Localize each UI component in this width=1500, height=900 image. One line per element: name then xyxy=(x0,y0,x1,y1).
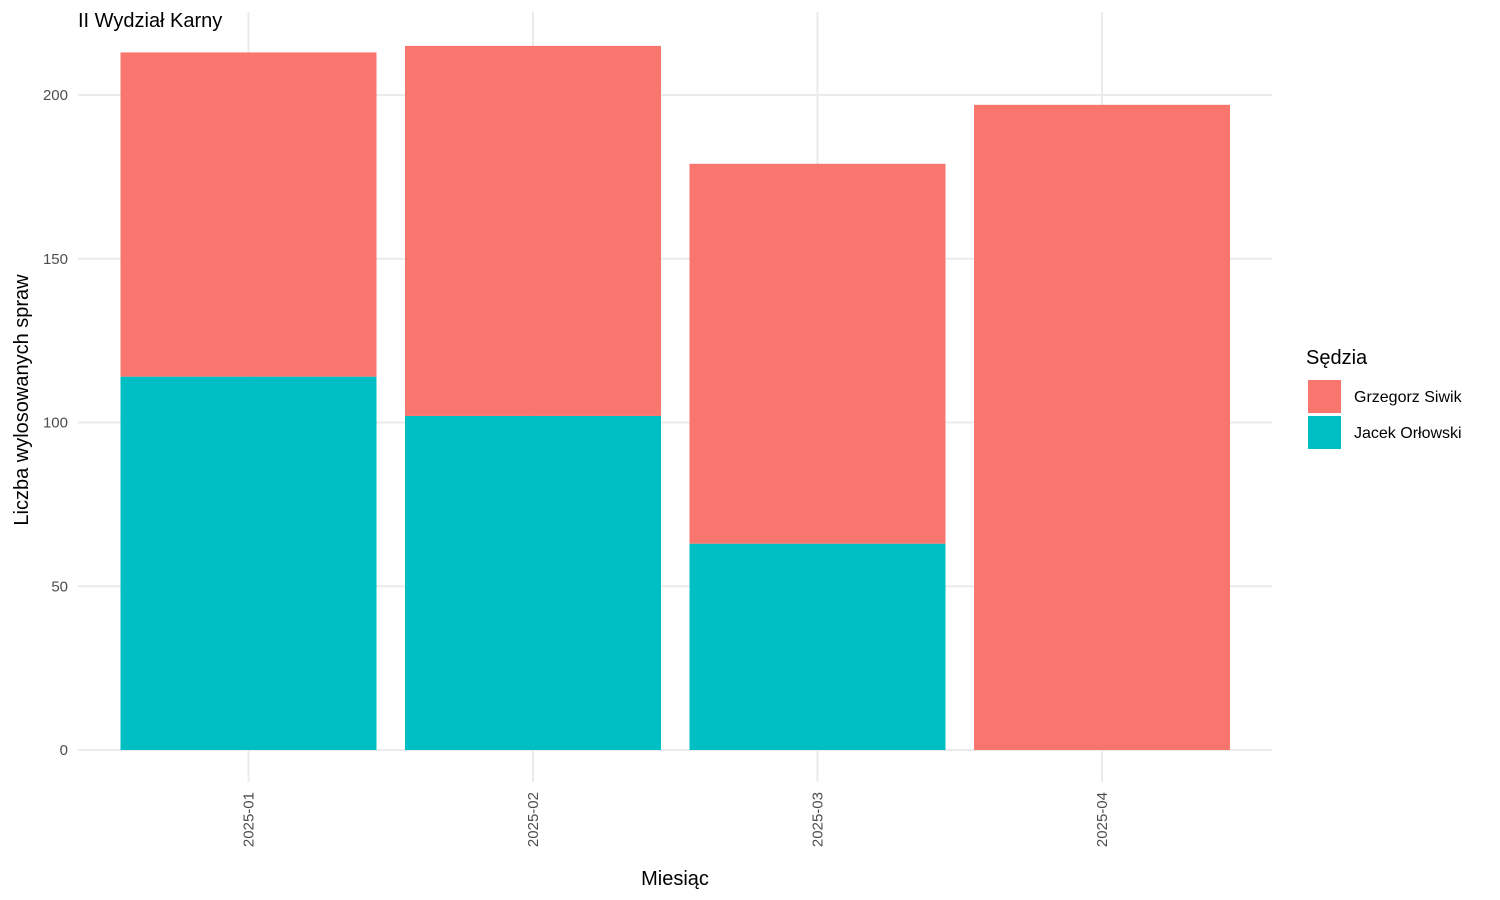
legend-label: Jacek Orłowski xyxy=(1354,425,1462,442)
legend-title: Sędzia xyxy=(1306,347,1368,369)
legend-swatch xyxy=(1308,416,1341,449)
y-tick-label: 150 xyxy=(43,251,68,268)
bar-2025-01-jacek-orlowski xyxy=(120,376,377,750)
y-tick-label: 50 xyxy=(51,578,68,595)
y-tick-label: 200 xyxy=(43,87,68,104)
x-tick-label: 2025-02 xyxy=(525,792,542,847)
x-tick-label: 2025-04 xyxy=(1094,792,1111,847)
bar-2025-01-grzegorz-siwik xyxy=(120,52,377,377)
y-axis-tick-labels: 0 50 100 150 200 xyxy=(43,87,68,759)
bars xyxy=(120,45,1230,750)
bar-2025-02-jacek-orlowski xyxy=(405,415,661,750)
bar-2025-02-grzegorz-siwik xyxy=(405,45,661,416)
bar-2025-03-grzegorz-siwik xyxy=(689,163,946,544)
legend-label: Grzegorz Siwik xyxy=(1354,389,1463,406)
y-axis-title: Liczba wylosowanych spraw xyxy=(11,274,33,526)
legend: Sędzia Grzegorz Siwik Jacek Orłowski xyxy=(1306,347,1463,449)
y-tick-label: 100 xyxy=(43,415,68,432)
x-axis-title: Miesiąc xyxy=(641,868,709,890)
bar-2025-04-grzegorz-siwik xyxy=(974,104,1230,750)
x-axis-tick-labels: 2025-01 2025-02 2025-03 2025-04 xyxy=(241,792,1112,847)
x-tick-label: 2025-03 xyxy=(810,792,827,847)
legend-swatch xyxy=(1308,380,1341,413)
y-tick-label: 0 xyxy=(60,742,68,759)
legend-entries: Grzegorz Siwik Jacek Orłowski xyxy=(1308,380,1463,449)
chart-title: II Wydział Karny xyxy=(78,10,222,32)
x-tick-label: 2025-01 xyxy=(241,792,258,847)
bar-2025-03-jacek-orlowski xyxy=(689,543,946,750)
